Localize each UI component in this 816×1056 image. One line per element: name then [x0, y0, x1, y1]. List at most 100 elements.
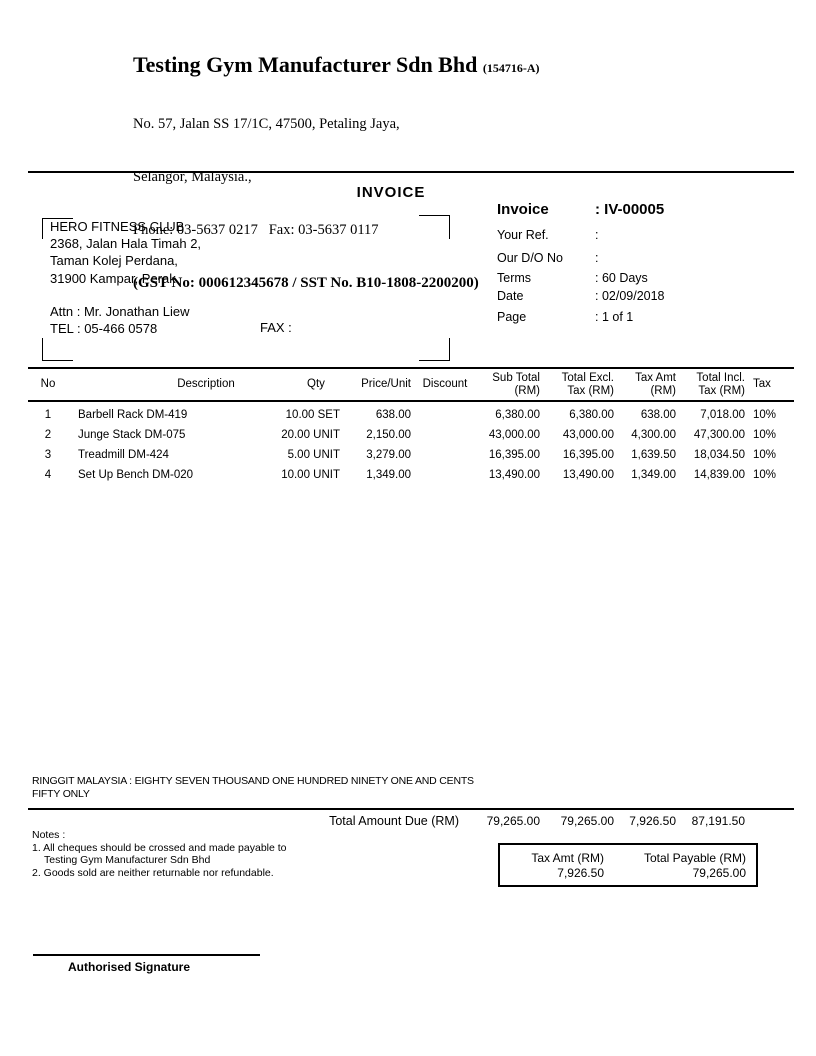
item-4-no: 4 [44, 469, 52, 481]
customer-attention-line: Attn : Mr. Jonathan Liew [50, 304, 190, 319]
notes-line-1: 1. All cheques should be crossed and mad… [32, 841, 287, 854]
total-incl-tax: 87,191.50 [691, 814, 745, 828]
item-row-4: 4 Set Up Bench DM-020 10.00 UNIT 1,349.0… [28, 465, 794, 485]
amount-in-words-line-2: FIFTY ONLY [32, 787, 90, 800]
item-3-price-unit: 3,279.00 [366, 449, 411, 461]
item-2-qty: 20.00 UNIT [281, 429, 340, 441]
item-2-total-incl: 47,300.00 [693, 429, 745, 441]
header-separator-line [28, 171, 794, 173]
company-address-line-1: No. 57, Jalan SS 17/1C, 47500, Petaling … [133, 116, 400, 133]
notes-line-2: Testing Gym Manufacturer Sdn Bhd [44, 854, 211, 867]
header-cell-sub-total: Sub Total (RM) [492, 372, 540, 397]
your-ref-value: : [595, 228, 599, 242]
item-4-total-excl: 13,490.00 [562, 469, 614, 481]
item-4-price-unit: 1,349.00 [366, 469, 411, 481]
item-2-price-unit: 2,150.00 [366, 429, 411, 441]
item-4-total-incl: 14,839.00 [693, 469, 745, 481]
customer-address-line-1: 2368, Jalan Hala Timah 2, [50, 236, 202, 252]
company-registration-no: (154716-A) [482, 61, 540, 75]
header-cell-discount: Discount [422, 378, 468, 391]
item-1-description: Barbell Rack DM-419 [78, 409, 188, 421]
total-sub-total: 79,265.00 [486, 814, 540, 828]
invoice-info-row-do-no: Our D/O No : [497, 251, 598, 265]
invoice-number-value: : IV-00005 [595, 201, 665, 218]
total-amount-due-row: Total Amount Due (RM) 79,265.00 79,265.0… [28, 814, 794, 828]
item-4-tax: 10% [753, 469, 777, 481]
header-cell-no: No [40, 378, 56, 391]
header-cell-total-excl: Total Excl. Tax (RM) [561, 372, 614, 397]
invoice-info-row-date: Date : 02/09/2018 [497, 289, 665, 303]
address-crop-mark-top-left [42, 218, 73, 239]
customer-address-block: HERO FITNESS CLUB 2368, Jalan Hala Timah… [50, 218, 201, 287]
item-1-total-excl: 6,380.00 [569, 409, 614, 421]
item-3-total-excl: 16,395.00 [562, 449, 614, 461]
notes-heading: Notes : [32, 829, 66, 841]
invoice-info-row-your-ref: Your Ref. : [497, 228, 598, 242]
item-row-2: 2 Junge Stack DM-075 20.00 UNIT 2,150.00… [28, 425, 794, 445]
page-label: Page [497, 310, 527, 324]
header-cell-total-incl: Total Incl. Tax (RM) [696, 372, 745, 397]
signature-label: Authorised Signature [68, 960, 191, 974]
date-label: Date [497, 289, 524, 303]
items-table: No Description Qty Price/Unit Discount S… [28, 367, 794, 485]
header-cell-price-unit: Price/Unit [361, 378, 411, 391]
item-3-tax-amt: 1,639.50 [631, 449, 676, 461]
your-ref-label: Your Ref. [497, 228, 549, 242]
do-no-label: Our D/O No [497, 251, 563, 265]
customer-address-line-2: Taman Kolej Perdana, [50, 253, 178, 269]
address-crop-mark-top-right [419, 215, 450, 239]
item-3-no: 3 [44, 449, 52, 461]
total-amount-due-label: Total Amount Due (RM) [329, 814, 459, 828]
total-tax-amt: 7,926.50 [629, 814, 676, 828]
item-2-tax-amt: 4,300.00 [631, 429, 676, 441]
signature-line [33, 954, 260, 956]
notes-block: Notes : 1. All cheques should be crossed… [32, 829, 287, 879]
totals-separator-line [28, 808, 794, 810]
summary-tax-amt-value: 7,926.50 [557, 865, 604, 880]
summary-tax-amt-label: Tax Amt (RM) [531, 850, 604, 865]
item-3-qty: 5.00 UNIT [287, 449, 340, 461]
invoice-number-label: Invoice [497, 201, 549, 218]
item-1-no: 1 [44, 409, 52, 421]
terms-value: : 60 Days [595, 271, 648, 285]
invoice-info-row-page: Page : 1 of 1 [497, 310, 633, 324]
address-crop-mark-bottom-left [42, 338, 73, 361]
company-tax-registration-line: (GST No: 000612345678 / SST No. B10-1808… [133, 274, 479, 291]
summary-total-payable-label: Total Payable (RM) [643, 850, 746, 865]
item-2-no: 2 [44, 429, 52, 441]
amount-in-words: RINGGIT MALAYSIA : EIGHTY SEVEN THOUSAND… [32, 775, 474, 800]
do-no-value: : [595, 251, 599, 265]
item-4-description: Set Up Bench DM-020 [78, 469, 194, 481]
address-crop-mark-bottom-right [419, 338, 450, 361]
item-3-description: Treadmill DM-424 [78, 449, 169, 461]
notes-line-3: 2. Goods sold are neither returnable nor… [32, 866, 274, 879]
item-2-total-excl: 43,000.00 [562, 429, 614, 441]
header-cell-description: Description [177, 378, 235, 391]
company-name-text: Testing Gym Manufacturer Sdn Bhd [133, 52, 478, 77]
document-title: INVOICE [356, 184, 426, 201]
item-1-qty: 10.00 SET [285, 409, 340, 421]
invoice-info-row-terms: Terms : 60 Days [497, 271, 648, 285]
company-name: Testing Gym Manufacturer Sdn Bhd (154716… [133, 53, 540, 80]
item-1-tax: 10% [753, 409, 777, 421]
item-4-qty: 10.00 UNIT [281, 469, 340, 481]
header-cell-qty: Qty [307, 378, 325, 391]
item-4-tax-amt: 1,349.00 [631, 469, 676, 481]
item-1-tax-amt: 638.00 [640, 409, 676, 421]
page-value: : 1 of 1 [595, 310, 634, 324]
item-2-description: Junge Stack DM-075 [78, 429, 186, 441]
company-address-block: No. 57, Jalan SS 17/1C, 47500, Petaling … [133, 81, 479, 327]
terms-label: Terms [497, 271, 532, 285]
total-excl-tax: 79,265.00 [560, 814, 614, 828]
item-1-sub-total: 6,380.00 [495, 409, 540, 421]
amount-in-words-line-1: RINGGIT MALAYSIA : EIGHTY SEVEN THOUSAND… [32, 775, 474, 787]
date-value: : 02/09/2018 [595, 289, 665, 303]
customer-address-line-3: 31900 Kampar, Perak. [50, 270, 180, 286]
item-1-total-incl: 7,018.00 [700, 409, 745, 421]
item-2-sub-total: 43,000.00 [488, 429, 540, 441]
company-phone-fax-line: Phone: 03-5637 0217 Fax: 03-5637 0117 [133, 221, 379, 238]
item-3-tax: 10% [753, 449, 777, 461]
customer-tel-line: TEL : 05-466 0578 [50, 321, 158, 336]
item-3-total-incl: 18,034.50 [693, 449, 745, 461]
header-cell-tax: Tax [753, 378, 771, 391]
